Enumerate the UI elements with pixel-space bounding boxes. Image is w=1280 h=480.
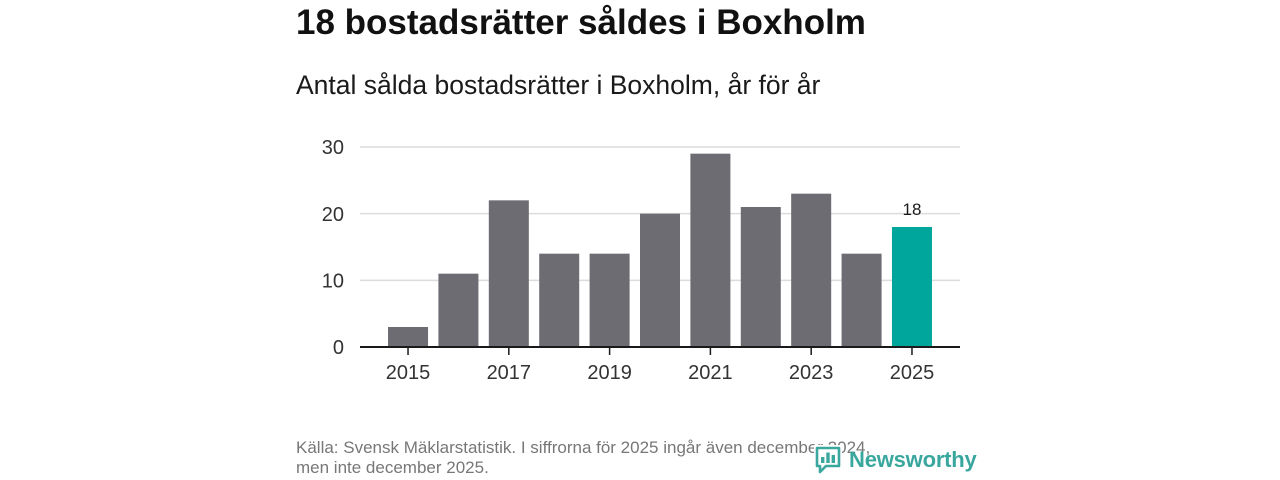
x-axis: 2015 2017 2019 2021 2023 2025 <box>360 346 960 384</box>
x-tick-label-2015: 2015 <box>386 362 431 384</box>
x-tick-label-2019: 2019 <box>587 362 632 384</box>
source-note: Källa: Svensk Mäklarstatistik. I siffror… <box>296 438 870 478</box>
bar-2023 <box>791 193 832 347</box>
page-title: 18 bostadsrätter såldes i Boxholm <box>296 3 866 42</box>
y-tick-label-30: 30 <box>322 137 344 159</box>
bar-2018 <box>539 253 580 347</box>
bar-2019 <box>589 253 630 347</box>
bar-2024 <box>841 253 882 347</box>
bar-chart: 0 10 20 30 2015 2017 2019 2021 2023 2025 18 <box>322 137 960 384</box>
y-tick-label-10: 10 <box>322 271 344 293</box>
logo-text: Newsworthy <box>849 447 977 472</box>
bar-2022 <box>740 207 781 347</box>
bar-2015 <box>388 327 429 347</box>
data-label-2025: 18 <box>903 200 922 219</box>
y-tick-label-20: 20 <box>322 204 344 226</box>
bar-2020 <box>639 213 681 347</box>
source-line-2: men inte december 2025. <box>296 458 489 477</box>
bar-2017 <box>488 200 529 347</box>
y-axis-labels: 0 10 20 30 <box>322 137 344 359</box>
bar-2021 <box>690 153 731 347</box>
x-tick-label-2021: 2021 <box>688 362 733 384</box>
source-line-1: Källa: Svensk Mäklarstatistik. I siffror… <box>296 438 871 457</box>
page-subtitle: Antal sålda bostadsrätter i Boxholm, år … <box>296 70 821 100</box>
data-labels: 18 <box>903 200 922 219</box>
y-tick-label-0: 0 <box>333 337 344 359</box>
newsworthy-logo-icon <box>814 445 842 475</box>
bars <box>388 153 932 347</box>
x-tick-label-2017: 2017 <box>487 362 532 384</box>
bar-2025 <box>891 227 932 347</box>
x-tick-label-2023: 2023 <box>789 362 834 384</box>
logo: Newsworthy <box>814 444 977 476</box>
x-tick-label-2025: 2025 <box>890 362 935 384</box>
bar-2016 <box>438 273 479 347</box>
